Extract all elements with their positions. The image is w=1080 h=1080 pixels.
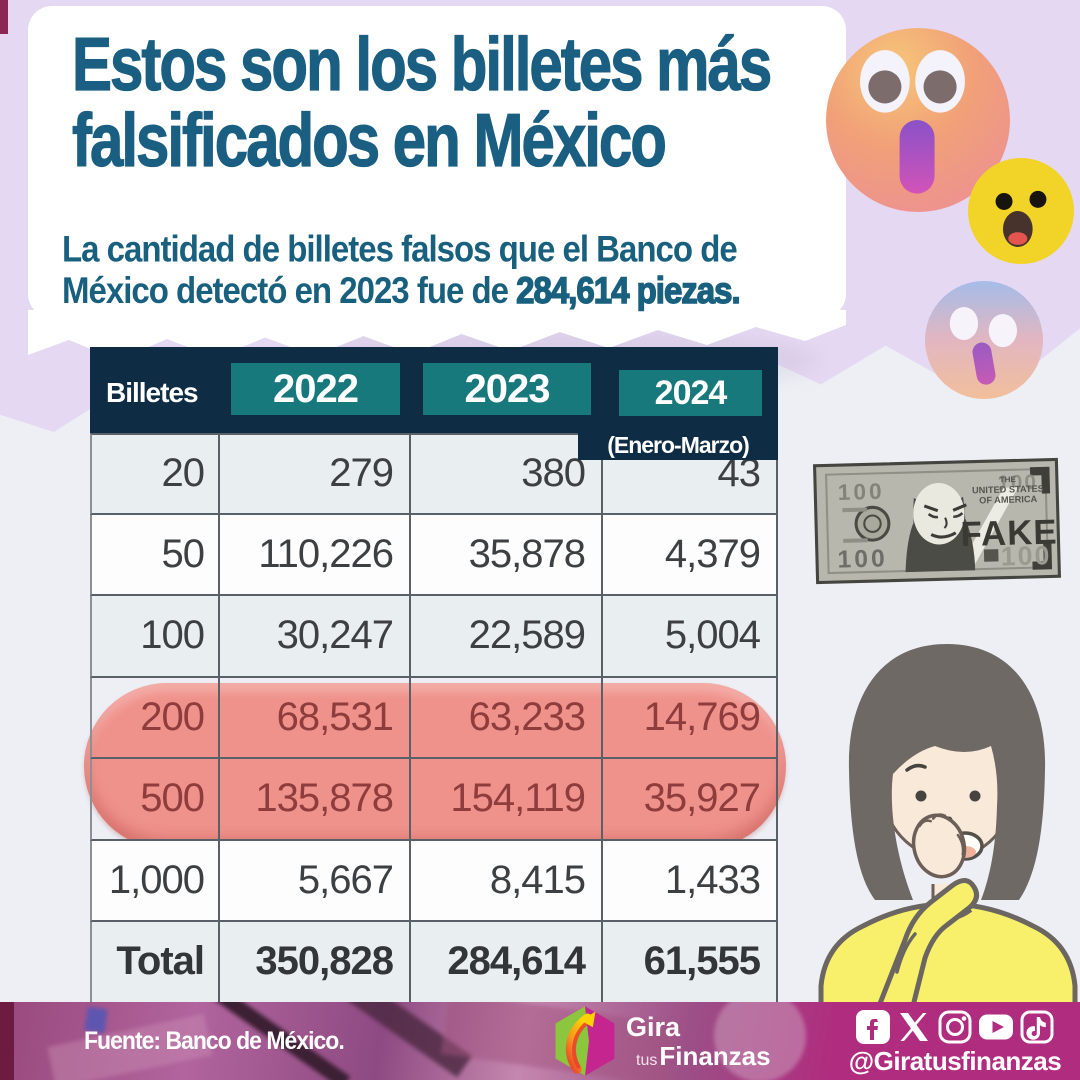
gira-tus-finanzas-hexagon-logo-icon xyxy=(555,1006,615,1076)
value-2023: 284,614 xyxy=(411,922,603,1004)
value-2024: 61,555 xyxy=(603,922,778,1004)
value-2023: 8,415 xyxy=(411,840,603,922)
column-header-2023: 2023 xyxy=(422,363,592,415)
value-2022: 135,878 xyxy=(220,759,411,841)
photo-portrait-hint xyxy=(714,1002,806,1080)
row-label: 50 xyxy=(90,514,220,596)
row-label: 200 xyxy=(90,677,220,759)
table-header: Billetes 2022 2023 2024 xyxy=(90,347,778,433)
value-2024: 14,769 xyxy=(603,677,778,759)
bill-100-bottom-right: 100 xyxy=(1000,540,1051,571)
banknotes-photo-strip xyxy=(14,1002,832,1080)
bill-fake-stamp: FAKE xyxy=(960,512,1058,554)
value-2023: 380 xyxy=(411,433,603,515)
logo-word-gira: Gira xyxy=(626,1011,681,1042)
row-label: 100 xyxy=(90,596,220,678)
value-2024: 1,433 xyxy=(603,840,778,922)
brand-logo: Gira tusFinanzas xyxy=(552,1005,771,1077)
shocked-face-emoji-large xyxy=(826,28,1010,212)
value-2022: 30,247 xyxy=(220,596,411,678)
facebook-icon xyxy=(856,1010,890,1044)
subtitle-normal: México detectó en 2023 fue de xyxy=(62,269,517,311)
column-header-2024: 2024 xyxy=(618,370,763,416)
table-row-highlighted: 200 68,531 63,233 14,769 xyxy=(90,677,778,759)
value-2024: 5,004 xyxy=(603,596,778,678)
subtitle-line-2: México detectó en 2023 fue de 284,614 pi… xyxy=(62,269,852,312)
row-label: Total xyxy=(90,922,220,1004)
instagram-icon xyxy=(938,1010,972,1044)
column-header-billetes: Billetes xyxy=(106,377,199,408)
table-row: 1,000 5,667 8,415 1,433 xyxy=(90,840,778,922)
row-label: 20 xyxy=(90,433,220,515)
table-row-total: Total 350,828 284,614 61,555 xyxy=(90,922,778,1004)
logo-word-finanzas: Finanzas xyxy=(659,1040,771,1071)
value-2022: 110,226 xyxy=(220,514,411,596)
value-2022: 68,531 xyxy=(220,677,411,759)
shocked-face-emoji-blue xyxy=(925,281,1043,399)
column-header-2022: 2022 xyxy=(231,363,400,415)
counterfeit-table: Billetes 2022 2023 2024 (Enero-Marzo) 20… xyxy=(84,347,786,1004)
bill-100-bottom-left: 100 xyxy=(837,545,888,573)
source-credit: Fuente: Banco de México. xyxy=(84,1026,345,1055)
logo-word-tus: tus xyxy=(636,1051,658,1069)
value-2023: 22,589 xyxy=(411,596,603,678)
footer-left-accent-bar xyxy=(0,1002,14,1080)
subtitle-line-1: La cantidad de billetes falsos que el Ba… xyxy=(62,228,738,270)
table-row: 100 30,247 22,589 5,004 xyxy=(90,596,778,678)
table-body: 20 279 380 43 50 110,226 35,878 4,379 10… xyxy=(90,433,778,1004)
social-handle: @Giratusfinanzas xyxy=(848,1046,1062,1076)
corner-accent-bar xyxy=(0,0,8,34)
value-2022: 350,828 xyxy=(220,922,411,1004)
table-row: 50 110,226 35,878 4,379 xyxy=(90,514,778,596)
brand-logo-text: Gira tusFinanzas xyxy=(626,1011,771,1071)
page-title: Estos son los billetes más falsificados … xyxy=(72,22,852,183)
value-2022: 5,667 xyxy=(220,840,411,922)
value-2024: 35,927 xyxy=(603,759,778,841)
social-icon-row xyxy=(836,1009,1074,1045)
title-line-1: Estos son los billetes más xyxy=(72,22,773,106)
value-2022: 279 xyxy=(220,433,411,515)
row-label: 500 xyxy=(90,759,220,841)
x-twitter-icon xyxy=(900,1013,928,1041)
headline-panel xyxy=(28,6,846,318)
tiktok-icon xyxy=(1020,1010,1054,1044)
subtitle-bold-figure: 284,614 piezas. xyxy=(516,269,742,312)
table-row: 20 279 380 43 xyxy=(90,433,778,515)
fake-dollar-bill-illustration: 100 100 100 THE UNITED STATES OF AMERICA… xyxy=(812,457,1062,585)
row-label: 1,000 xyxy=(90,840,220,922)
bill-100-top-left: 100 xyxy=(837,479,884,505)
title-line-2: falsificados en México xyxy=(72,98,668,183)
page-subtitle: La cantidad de billetes falsos que el Ba… xyxy=(62,228,852,312)
surprised-face-emoji-yellow xyxy=(968,158,1074,264)
column-subheader-enero-marzo: (Enero-Marzo) xyxy=(578,433,778,460)
footer-banner: Fuente: Banco de México. Gira tusFinanza… xyxy=(0,1002,1080,1080)
bill-text-united-states: UNITED STATES xyxy=(972,484,1044,496)
value-2023: 63,233 xyxy=(411,677,603,759)
youtube-icon xyxy=(979,1014,1013,1040)
value-2023: 35,878 xyxy=(411,514,603,596)
surprised-woman-illustration xyxy=(818,644,1078,1006)
table-row-highlighted: 500 135,878 154,119 35,927 xyxy=(90,759,778,841)
bill-text-the: THE xyxy=(999,475,1016,484)
highlight-pill xyxy=(84,683,786,849)
bill-text-of-america: OF AMERICA xyxy=(979,494,1038,506)
value-2024: 4,379 xyxy=(603,514,778,596)
social-media-block: @Giratusfinanzas xyxy=(836,1009,1074,1077)
value-2023: 154,119 xyxy=(411,759,603,841)
